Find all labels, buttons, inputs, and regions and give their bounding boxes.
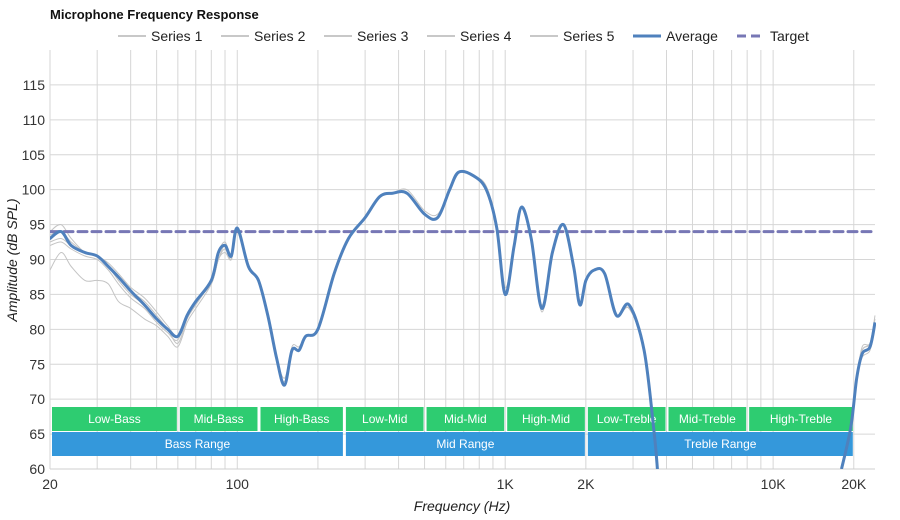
legend-label-series-1: Series 1	[151, 28, 203, 44]
band-high-treble	[749, 407, 853, 431]
y-tick-label: 75	[29, 356, 45, 372]
band-mid-bass	[179, 407, 258, 431]
series-line-average	[50, 169, 659, 469]
legend-label-target: Target	[770, 28, 809, 44]
legend-label-average: Average	[666, 28, 718, 44]
x-axis-ticks: 20 100 1K 2K 10K 20K	[42, 476, 867, 492]
legend-label-series-3: Series 3	[357, 28, 409, 44]
band-label: High-Treble	[770, 412, 833, 426]
band-treble-range	[587, 432, 853, 456]
legend-label-series-2: Series 2	[254, 28, 306, 44]
chart-title: Microphone Frequency Response	[50, 7, 259, 22]
band-high-mid	[507, 407, 585, 431]
series-tail-average	[840, 322, 876, 469]
range-label: Treble Range	[684, 437, 757, 451]
y-tick-label: 110	[23, 112, 46, 128]
y-tick-label: 105	[22, 147, 46, 163]
y-tick-label: 100	[22, 182, 46, 198]
x-tick-label: 1K	[497, 476, 515, 492]
band-label: High-Mid	[522, 412, 570, 426]
chart-legend: Series 1 Series 2 Series 3 Series 4 Series 5…	[118, 28, 809, 44]
y-tick-label: 115	[23, 77, 46, 93]
band-label: Mid-Mid	[444, 412, 487, 426]
x-tick-label: 2K	[577, 476, 595, 492]
band-label: Low-Mid	[362, 412, 407, 426]
band-mid-mid	[426, 407, 505, 431]
x-tick-label: 100	[226, 476, 250, 492]
band-low-bass	[52, 407, 177, 431]
band-label: Mid-Bass	[194, 412, 244, 426]
band-low-mid	[345, 407, 424, 431]
y-tick-label: 70	[29, 391, 45, 407]
band-mid-range	[345, 432, 585, 456]
band-mid-treble	[668, 407, 747, 431]
y-axis-ticks: 60 65 70 75 80 85 90 95 100 105 110 115	[22, 77, 46, 477]
y-tick-label: 65	[29, 426, 45, 442]
x-tick-label: 20	[42, 476, 58, 492]
range-label: Bass Range	[165, 437, 231, 451]
chart-gridlines	[49, 50, 875, 470]
band-bass-range	[52, 432, 343, 456]
y-tick-label: 60	[29, 461, 45, 477]
band-label: Low-Bass	[88, 412, 141, 426]
band-label: Low-Treble	[597, 412, 657, 426]
y-tick-label: 85	[29, 286, 45, 302]
y-axis-label: Amplitude (dB SPL)	[4, 199, 20, 323]
chart-series	[50, 169, 876, 469]
y-tick-label: 90	[29, 252, 45, 268]
band-high-bass	[260, 407, 343, 431]
y-tick-label: 95	[29, 217, 45, 233]
band-label: High-Bass	[274, 412, 329, 426]
x-tick-label: 10K	[761, 476, 787, 492]
band-label: Mid-Treble	[679, 412, 736, 426]
legend-label-series-5: Series 5	[563, 28, 615, 44]
range-label: Mid Range	[436, 437, 494, 451]
frequency-bands: Low-Bass Mid-Bass High-Bass Low-Mid Mid-Mid H…	[52, 407, 853, 456]
y-tick-label: 80	[29, 321, 45, 337]
x-tick-label: 20K	[841, 476, 867, 492]
x-axis-label: Frequency (Hz)	[414, 498, 510, 514]
legend-label-series-4: Series 4	[460, 28, 512, 44]
